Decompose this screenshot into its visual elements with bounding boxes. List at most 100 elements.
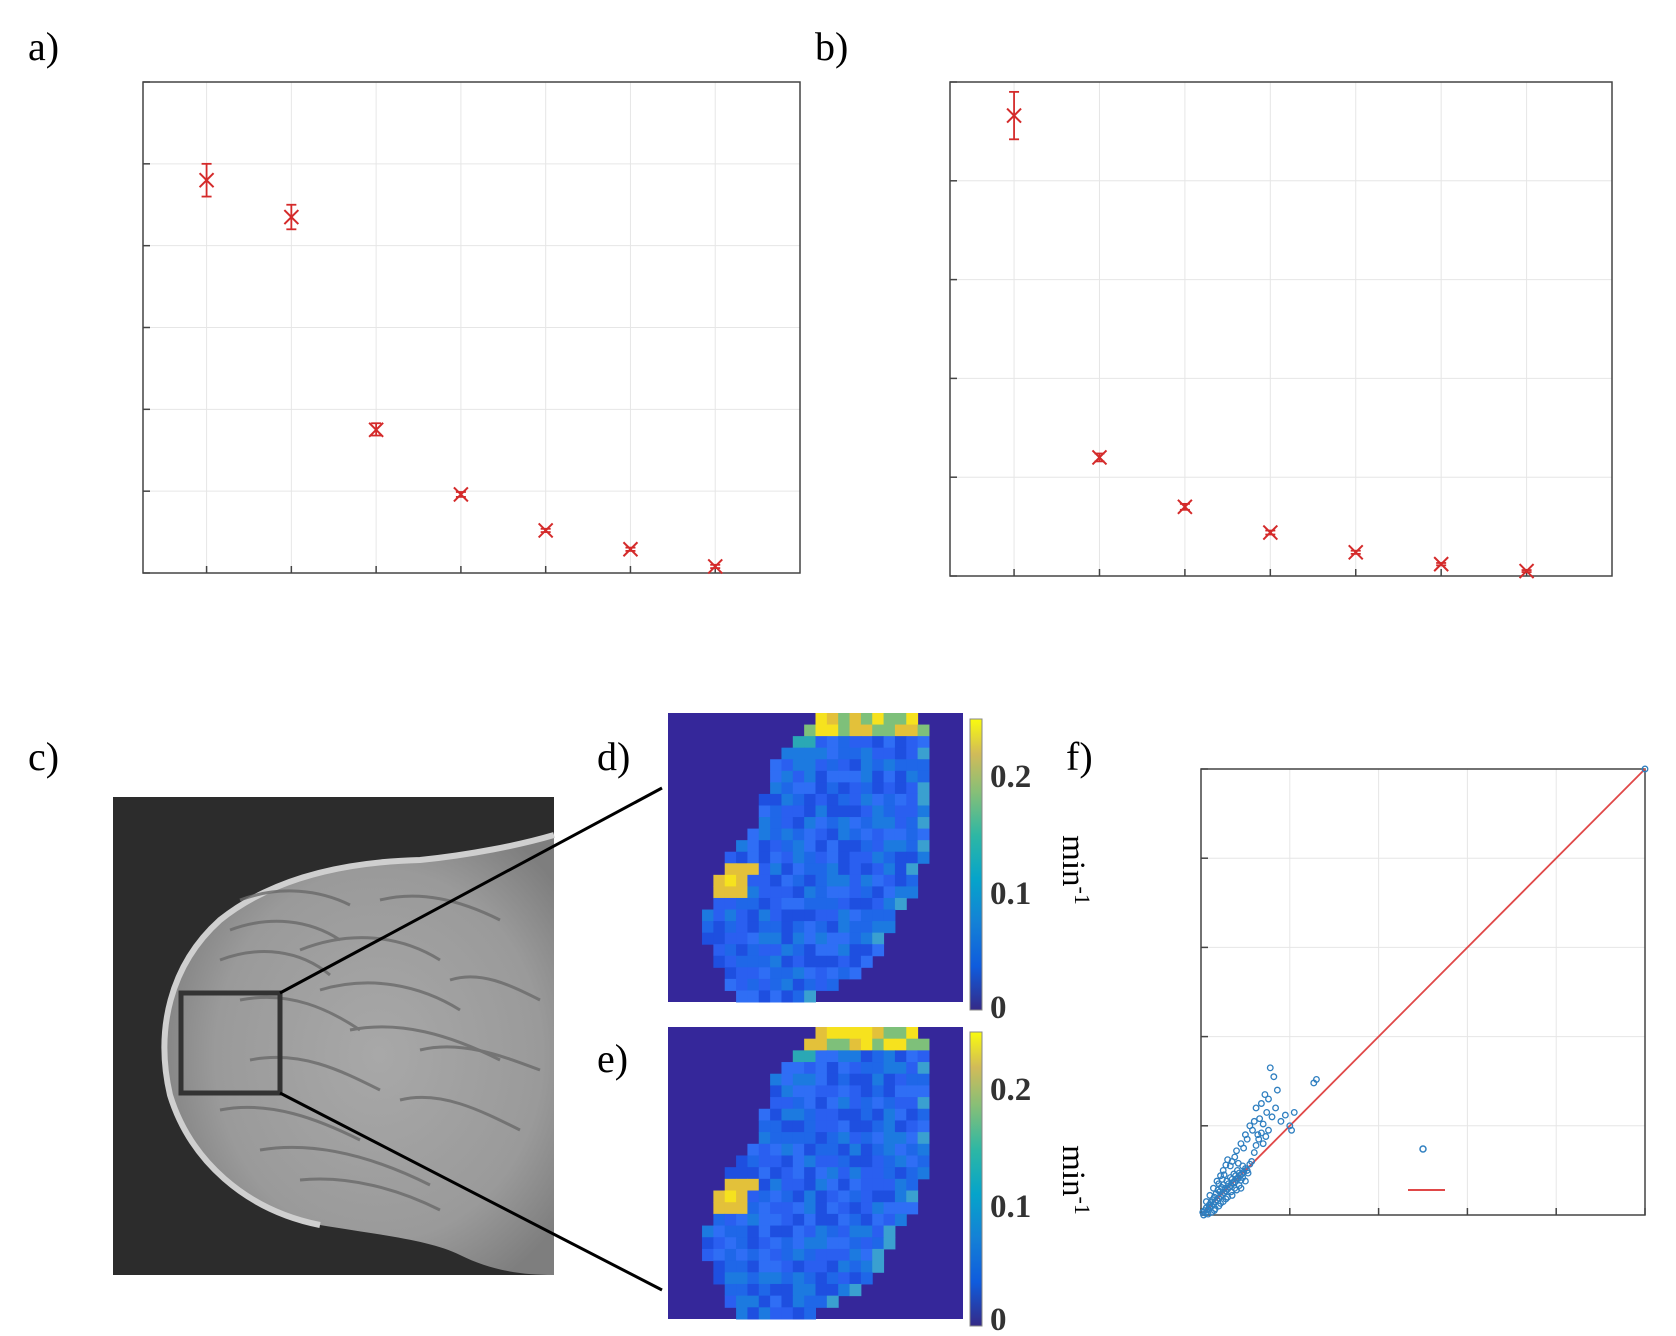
map-pixel — [849, 886, 862, 899]
map-pixel — [792, 921, 805, 934]
map-pixel — [894, 713, 907, 726]
map-pixel — [815, 840, 828, 853]
map-pixel — [883, 874, 896, 887]
tissue-streak — [319, 981, 461, 1012]
map-pixel — [826, 724, 839, 737]
colorbar-e-tick-1: 0.1 — [990, 1189, 1031, 1225]
map-pixel — [804, 1108, 816, 1121]
map-pixel — [781, 770, 794, 783]
map-pixel — [849, 932, 862, 945]
estimate-point — [1252, 1104, 1260, 1112]
map-pixel — [724, 921, 737, 934]
estimate-point — [1238, 1170, 1246, 1178]
data-point-marker — [283, 209, 300, 225]
map-pixel — [758, 1190, 771, 1203]
map-pixel — [872, 886, 885, 899]
tissue-streak — [259, 1145, 431, 1187]
map-pixel — [872, 793, 885, 806]
map-pixel — [826, 932, 839, 945]
map-pixel — [758, 978, 771, 991]
map-pixel — [804, 1307, 816, 1320]
map-pixel — [849, 736, 862, 749]
map-pixel — [804, 840, 816, 853]
map-pixel — [815, 967, 828, 980]
map-pixel — [849, 1120, 862, 1133]
map-pixel — [872, 944, 885, 957]
map-pixel — [792, 1260, 805, 1273]
map-pixel — [917, 840, 930, 853]
map-pixel — [724, 863, 737, 876]
map-pixel — [849, 1143, 862, 1156]
estimate-point — [1219, 1166, 1227, 1174]
map-pixel — [860, 1038, 873, 1051]
map-pixel — [906, 1202, 919, 1215]
map-pixel — [758, 1295, 771, 1308]
map-pixel — [894, 1120, 907, 1133]
map-pixel — [770, 1085, 782, 1098]
map-pixel — [792, 828, 805, 841]
map-pixel — [849, 1178, 862, 1192]
map-pixel — [781, 759, 794, 772]
map-pixel — [702, 1248, 714, 1262]
map-pixel — [849, 874, 862, 887]
map-pixel — [838, 1027, 851, 1040]
map-pixel — [770, 1132, 782, 1145]
map-pixel — [792, 1307, 805, 1320]
map-pixel — [792, 1178, 805, 1192]
map-pixel — [838, 1120, 851, 1133]
legend — [1408, 1145, 1445, 1191]
map-pixel — [860, 793, 873, 806]
map-pixel — [906, 747, 919, 760]
map-pixel — [770, 1073, 782, 1086]
map-pixel — [747, 863, 760, 876]
map-pixel — [906, 828, 919, 841]
map-pixel — [838, 1155, 851, 1168]
map-pixel — [872, 1062, 885, 1075]
map-pixel — [894, 886, 907, 899]
map-pixel — [860, 1097, 873, 1110]
map-pixel — [883, 921, 896, 934]
map-pixel — [781, 817, 794, 830]
map-pixel — [770, 874, 782, 887]
map-pixel — [781, 1097, 794, 1110]
map-pixel — [736, 955, 748, 968]
map-pixel — [747, 944, 760, 957]
map-pixel — [872, 747, 885, 760]
map-pixel — [758, 1132, 771, 1145]
estimate-point — [1262, 1133, 1270, 1140]
estimate-point — [1239, 1174, 1247, 1181]
map-pixel — [770, 1307, 782, 1320]
map-pixel — [860, 747, 873, 760]
map-pixel — [792, 1167, 805, 1180]
map-pixel — [747, 1213, 760, 1227]
map-pixel — [815, 1202, 828, 1215]
map-pixel — [906, 759, 919, 772]
map-pixel — [736, 944, 748, 957]
map-pixel — [781, 1295, 794, 1308]
map-pixel — [747, 1283, 760, 1297]
estimate-point — [1220, 1171, 1228, 1179]
map-pixel — [838, 1085, 851, 1098]
map-pixel — [713, 886, 726, 899]
map-pixel — [804, 1038, 816, 1051]
map-pixel — [781, 1178, 794, 1192]
map-pixel — [838, 782, 851, 795]
map-pixel — [917, 1062, 930, 1075]
map-pixel — [815, 851, 828, 864]
map-pixel — [826, 1038, 839, 1051]
map-pixel — [713, 1190, 726, 1203]
map-pixel — [815, 1295, 828, 1308]
map-pixel — [781, 840, 794, 853]
map-pixel — [724, 944, 737, 957]
map-pixel — [781, 1307, 794, 1320]
map-pixel — [736, 886, 748, 899]
map-pixel — [770, 828, 782, 841]
map-pixel — [883, 1027, 896, 1040]
data-point-marker — [1433, 556, 1449, 572]
map-pixel — [883, 1050, 896, 1063]
map-pixel — [804, 1073, 816, 1086]
map-pixel — [838, 944, 851, 957]
map-pixel — [860, 851, 873, 864]
map-pixel — [747, 932, 760, 945]
estimate-point — [1248, 1158, 1256, 1165]
